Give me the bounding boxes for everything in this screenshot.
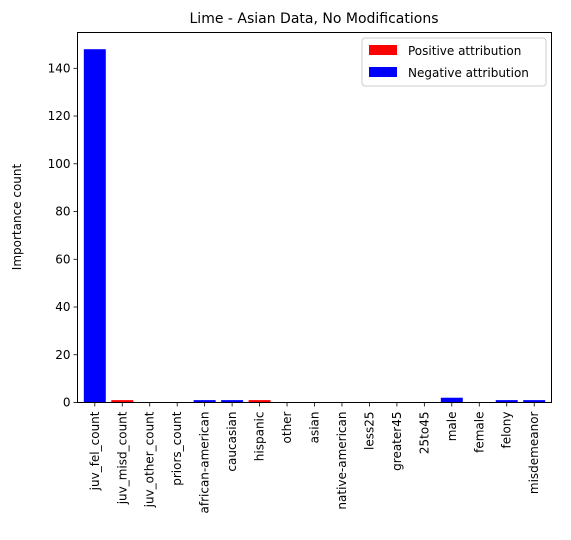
x-tick-label: juv_other_count bbox=[143, 411, 157, 508]
y-tick-label: 20 bbox=[55, 348, 70, 362]
chart-title: Lime - Asian Data, No Modifications bbox=[190, 11, 439, 27]
x-tick-label: less25 bbox=[362, 412, 376, 451]
bar-juv_fel_count bbox=[84, 49, 106, 402]
x-tick-label: female bbox=[472, 412, 486, 453]
y-axis-label: Importance count bbox=[10, 163, 24, 270]
x-tick-label: hispanic bbox=[253, 412, 267, 462]
bar-male bbox=[441, 398, 463, 403]
x-tick-label: caucasian bbox=[225, 412, 239, 472]
x-tick-label: african-american bbox=[198, 412, 212, 514]
legend-swatch-negative bbox=[369, 67, 397, 77]
x-tick-label: male bbox=[445, 412, 459, 442]
legend-label-negative: Negative attribution bbox=[408, 66, 529, 80]
legend-swatch-positive bbox=[369, 45, 397, 55]
y-tick-label: 120 bbox=[48, 109, 71, 123]
legend-label-positive: Positive attribution bbox=[408, 44, 521, 58]
y-tick-label: 140 bbox=[48, 61, 71, 75]
y-tick-label: 80 bbox=[55, 205, 70, 219]
y-tick-label: 100 bbox=[48, 157, 71, 171]
x-tick-label: juv_fel_count bbox=[88, 411, 102, 491]
legend: Positive attribution Negative attribution bbox=[362, 38, 546, 86]
x-tick-label: priors_count bbox=[170, 411, 184, 486]
x-tick-label: greater45 bbox=[390, 412, 404, 471]
y-tick-label: 0 bbox=[63, 396, 71, 410]
x-tick-label: asian bbox=[308, 412, 322, 444]
x-tick-label: juv_misd_count bbox=[115, 411, 129, 505]
x-tick-label: other bbox=[280, 411, 294, 443]
x-tick-label: 25to45 bbox=[417, 412, 431, 455]
x-tick-label: misdemeanor bbox=[527, 411, 541, 494]
x-tick-label: felony bbox=[500, 412, 514, 449]
x-tick-label: native-american bbox=[335, 412, 349, 510]
y-tick-label: 40 bbox=[55, 300, 70, 314]
y-tick-label: 60 bbox=[55, 252, 70, 266]
